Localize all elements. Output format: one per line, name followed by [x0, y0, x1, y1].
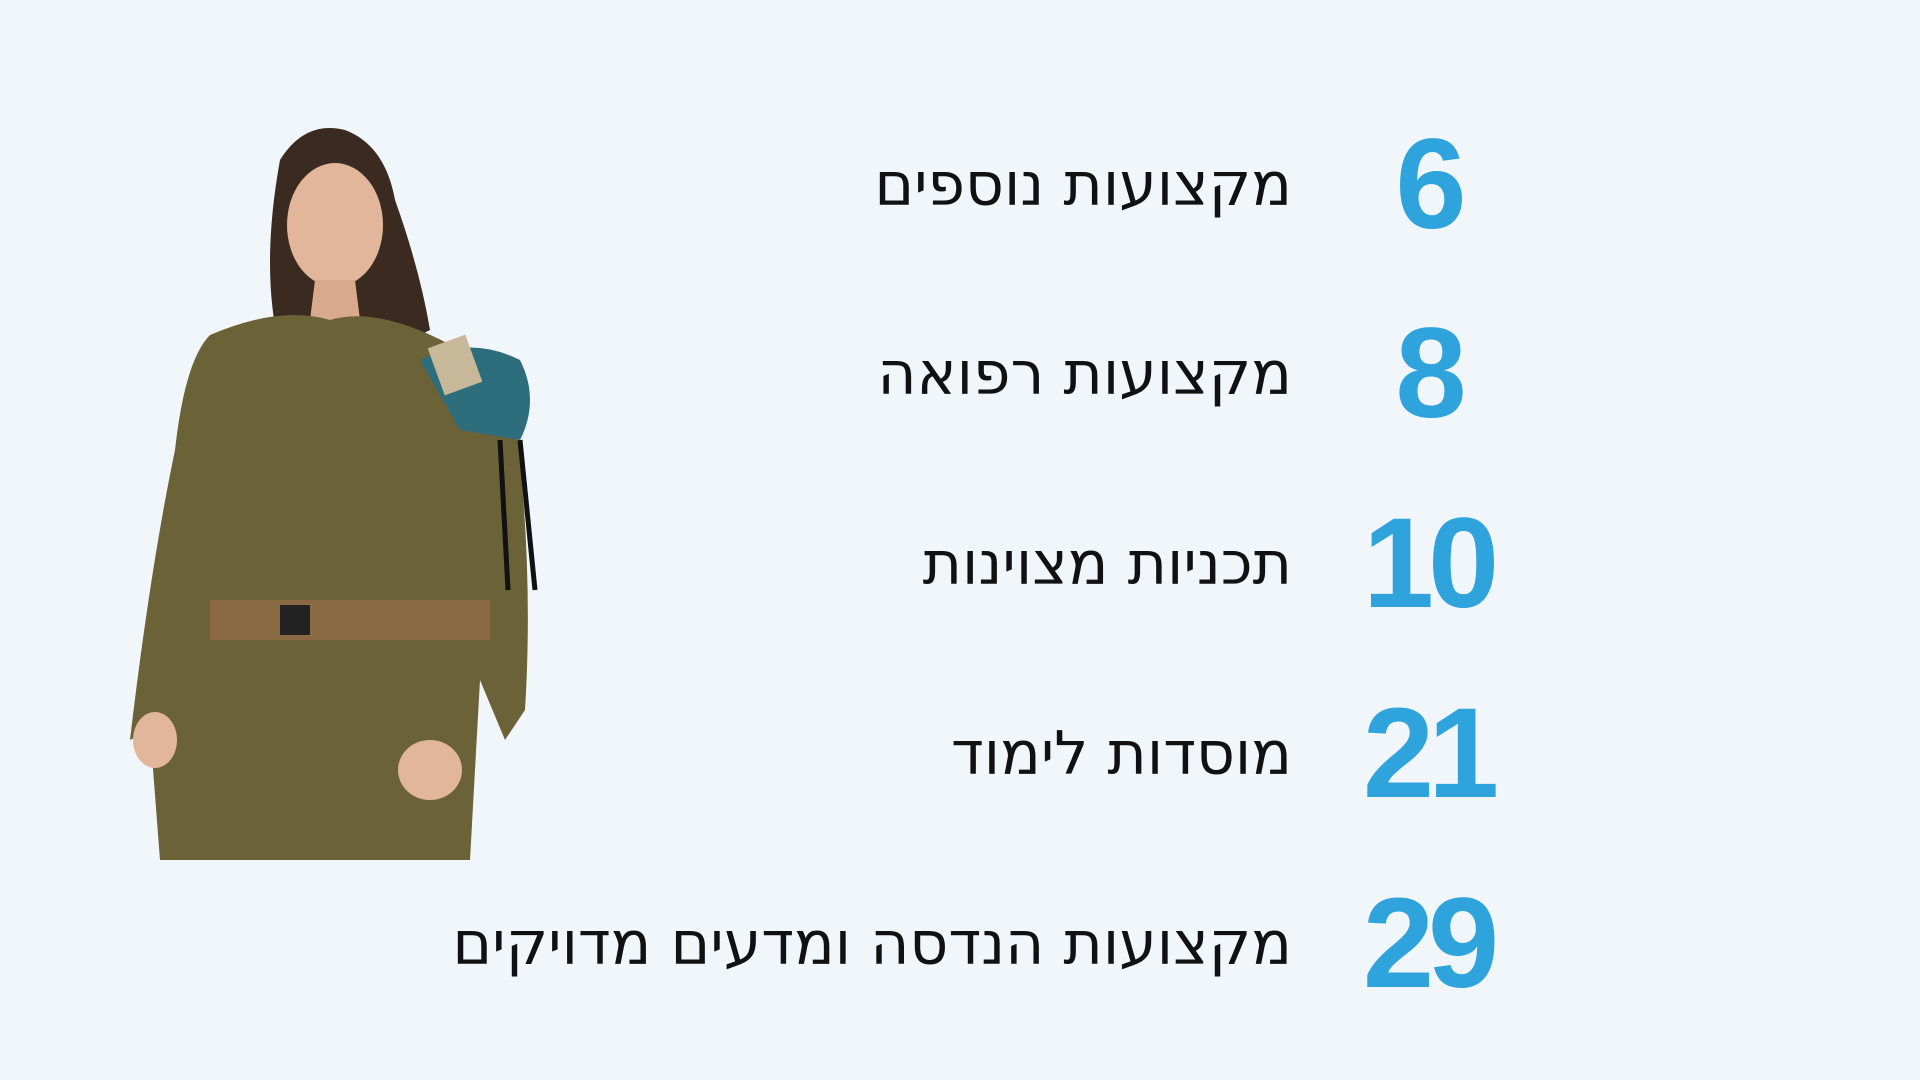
stat-number: 21	[1362, 682, 1499, 825]
stat-label: מקצועות הנדסה ומדעים מדויקים	[452, 909, 1292, 979]
stat-label: תכניות מצוינות	[922, 529, 1292, 599]
stat-label: מקצועות רפואה	[877, 339, 1292, 409]
stat-row: 21 מוסדות לימוד	[0, 684, 1920, 824]
stat-row: 6 מקצועות נוספים	[0, 115, 1920, 255]
soldier-photo	[130, 128, 538, 860]
stat-number: 10	[1362, 492, 1499, 635]
stat-label: מוסדות לימוד	[950, 719, 1292, 789]
stat-number: 8	[1395, 302, 1466, 445]
stat-row: 8 מקצועות רפואה	[0, 304, 1920, 444]
stat-number: 29	[1362, 872, 1499, 1015]
stat-number: 6	[1395, 113, 1466, 256]
stat-row: 29 מקצועות הנדסה ומדעים מדויקים	[0, 874, 1920, 1014]
stat-label: מקצועות נוספים	[874, 150, 1292, 220]
stat-row: 10 תכניות מצוינות	[0, 494, 1920, 634]
